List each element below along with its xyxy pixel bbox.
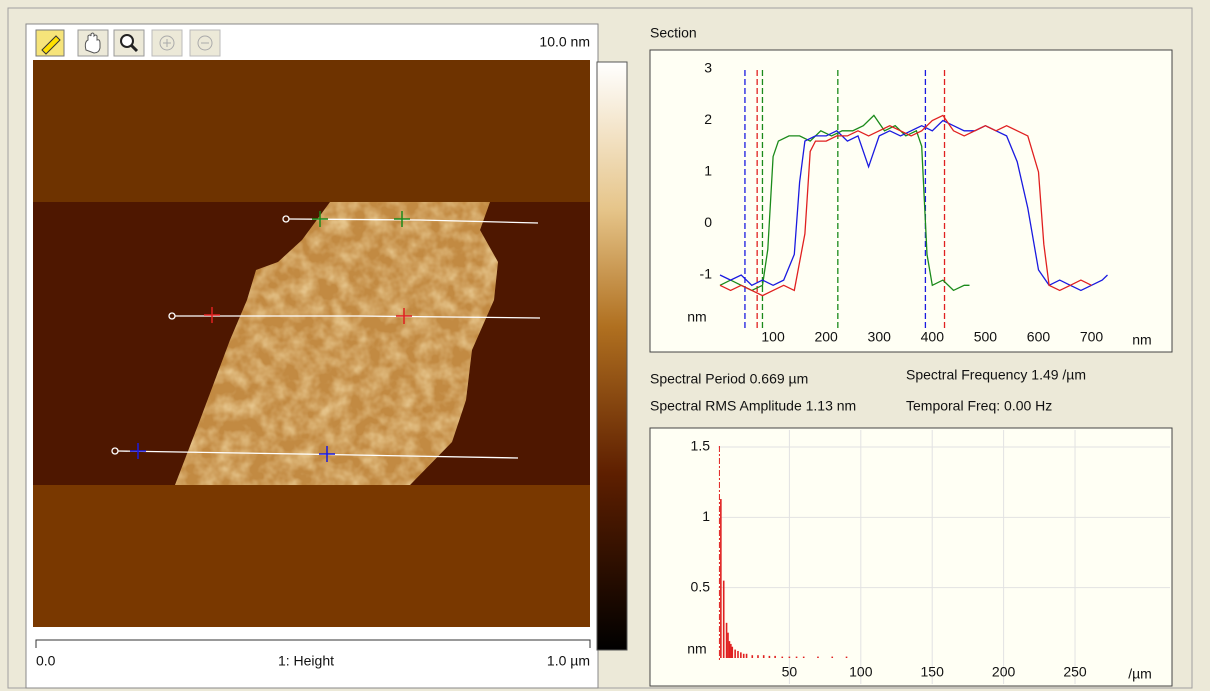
profile-curve [719,114,1092,297]
bar [722,580,725,658]
profile-line [117,450,519,459]
temporal-frequency: Temporal Freq: 0.00 Hz [906,398,1052,414]
bar [737,650,739,658]
zoom-handle [129,43,139,53]
bar [774,655,776,658]
bar [730,643,732,658]
y-tick-label: 3 [704,60,712,76]
x-tick-label: 250 [1063,664,1087,680]
y-tick-label: 0 [704,214,712,230]
bar [734,649,736,658]
window-frame [7,7,1193,689]
x-tick-label: 200 [992,664,1016,680]
spectral-frequency: Spectral Frequency 1.49 /µm [906,367,1086,383]
scale-max: 10.0 nm [539,34,590,50]
spectral-rms: Spectral RMS Amplitude 1.13 nm [650,398,856,414]
section-title: Section [650,25,697,41]
y-tick-label: 0.5 [691,578,711,594]
zoom-icon [120,34,134,48]
y-tick-label: 1 [702,508,710,524]
bar [795,656,798,658]
bar [768,655,771,658]
bar [740,652,742,658]
x-tick-label: 50 [782,664,798,680]
y-unit: nm [687,641,706,657]
blue-cursor [130,443,335,462]
bar [788,656,791,658]
spectrum-chart [649,427,1173,687]
bar [802,656,805,658]
flake-texture [175,202,498,485]
color-bar [596,61,628,651]
bar [742,653,745,658]
bar [817,656,819,658]
x-tick-label: 200 [814,329,838,345]
bar [757,655,759,658]
bar [745,653,748,658]
zoom-in-icon [159,35,175,51]
bar [720,499,722,658]
bar [845,656,848,658]
green-cursor [312,211,410,227]
scale-bar [35,639,591,648]
bar [831,656,834,658]
scale-end: 1.0 µm [547,653,590,669]
y-tick-label: 2 [704,111,712,127]
channel-label: 1: Height [278,653,334,669]
red-cursor [204,307,412,324]
bar [727,632,729,658]
profile-start [282,215,290,223]
profile-start [168,312,176,320]
scale-start: 0.0 [36,653,56,669]
profile-curve [719,114,970,292]
profile-lines [111,215,541,459]
hand-icon [84,32,101,54]
plus-sign [163,39,171,47]
x-tick-label: 700 [1080,329,1104,345]
spectral-period: Spectral Period 0.669 µm [650,371,808,387]
bar [751,655,754,658]
top-band [33,60,590,202]
x-tick-label: 300 [868,329,892,345]
bar [725,622,728,658]
bottom-band [33,485,590,627]
x-unit: nm [1132,332,1151,348]
profile-cursors [130,211,412,462]
y-tick-label: 1 [704,163,712,179]
profile-start [111,447,119,455]
x-tick-label: 100 [761,329,785,345]
bar [781,656,784,658]
bar [731,646,734,658]
y-tick-label: -1 [700,266,713,282]
x-tick-label: 400 [921,329,945,345]
profile-curve [719,119,1108,292]
y-unit: nm [687,309,706,325]
ruler-icon [41,35,61,55]
x-tick-label: 600 [1027,329,1051,345]
bar [762,655,765,658]
y-tick-label: 1.5 [691,438,711,454]
x-tick-label: 100 [849,664,873,680]
profile-line [175,315,541,319]
x-unit: /µm [1128,666,1152,682]
toolbar [35,29,221,57]
section-chart [649,49,1173,353]
x-tick-label: 500 [974,329,998,345]
profile-line [288,218,539,224]
zoom-out-icon [197,35,213,51]
bar [728,641,731,658]
afm-image [33,60,590,627]
x-tick-label: 150 [921,664,945,680]
